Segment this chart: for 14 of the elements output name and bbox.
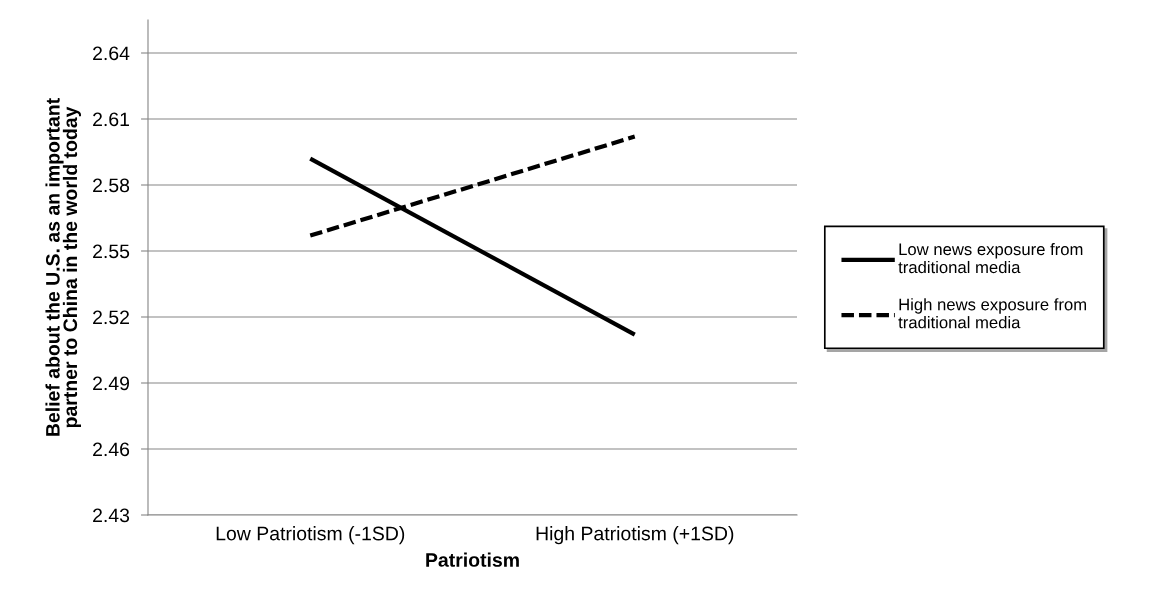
x-axis-title: Patriotism [426, 552, 519, 567]
y-tick-label: 2.61 [93, 112, 129, 127]
y-tick-label: 2.46 [93, 442, 130, 457]
y-tick-label: 2.64 [93, 46, 130, 61]
y-tick-label: 2.49 [93, 376, 130, 391]
legend-label: Low news exposure from traditional media [898, 243, 1083, 274]
legend-label: High news exposure from traditional media [898, 298, 1087, 329]
y-tick-label: 2.43 [93, 508, 130, 523]
x-tick-label: High Patriotism (+1SD) [536, 526, 734, 545]
y-tick-label: 2.52 [93, 310, 129, 325]
y-tick-label: 2.58 [93, 178, 130, 193]
x-tick-label: Low Patriotism (-1SD) [216, 526, 405, 545]
y-tick-label: 2.55 [93, 244, 130, 259]
y-axis-title: Belief about the U.S. as an important partner to China in the world today [45, 98, 81, 436]
